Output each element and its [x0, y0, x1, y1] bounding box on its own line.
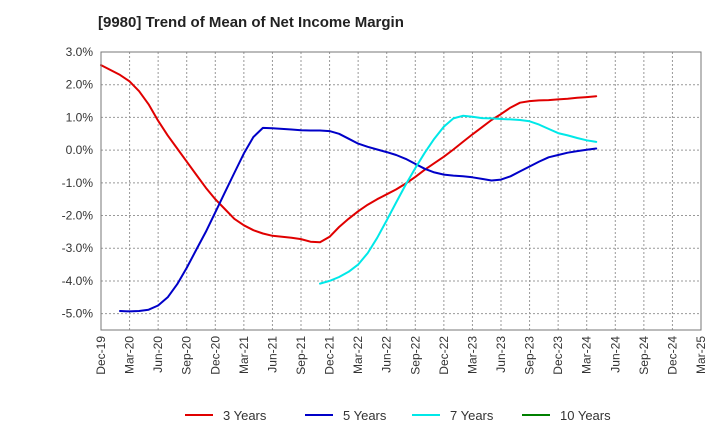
x-tick-label: Dec-23: [551, 336, 565, 375]
y-tick-label: 0.0%: [66, 143, 94, 157]
legend: 3 Years 5 Years 7 Years 10 Years: [185, 408, 611, 423]
plot-frame: [100, 51, 702, 331]
x-tick-label: Sep-20: [180, 336, 194, 375]
y-tick-label: -5.0%: [62, 307, 94, 321]
chart-title: [9980] Trend of Mean of Net Income Margi…: [98, 14, 404, 31]
x-tick-label: Mar-20: [123, 336, 137, 374]
y-tick-label: 1.0%: [66, 110, 94, 124]
x-tick-label: Sep-23: [523, 336, 537, 375]
x-tick-label: Mar-21: [237, 336, 251, 374]
x-tick-label: Dec-19: [94, 336, 108, 375]
y-tick-label: -4.0%: [62, 274, 94, 288]
legend-label: 10 Years: [560, 408, 611, 423]
series-line-3-years: [100, 64, 598, 244]
x-tick-label: Mar-22: [351, 336, 365, 374]
y-tick-label: -1.0%: [62, 176, 94, 190]
legend-label: 7 Years: [450, 408, 494, 423]
x-tick-label: Jun-24: [608, 336, 622, 373]
y-tick-label: 3.0%: [66, 45, 94, 59]
y-tick-label: -3.0%: [62, 241, 94, 255]
x-tick-label: Mar-25: [694, 336, 708, 374]
x-tick-label: Mar-23: [465, 336, 479, 374]
x-tick-label: Dec-21: [323, 336, 337, 375]
x-tick-label: Sep-22: [408, 336, 422, 375]
x-tick-label: Dec-24: [665, 336, 679, 375]
x-tick-label: Dec-22: [437, 336, 451, 375]
x-tick-label: Jun-23: [494, 336, 508, 373]
y-tick-label: -2.0%: [62, 209, 94, 223]
x-tick-label: Sep-21: [294, 336, 308, 375]
x-tick-label: Jun-20: [151, 336, 165, 373]
legend-label: 3 Years: [223, 408, 267, 423]
x-tick-label: Jun-21: [265, 336, 279, 373]
series-lines: [100, 64, 598, 313]
x-tick-label: Sep-24: [637, 336, 651, 375]
legend-label: 5 Years: [343, 408, 387, 423]
y-tick-label: 2.0%: [66, 78, 94, 92]
gridlines: [101, 51, 701, 330]
x-tick-label: Jun-22: [380, 336, 394, 373]
x-axis: Dec-19 Mar-20 Jun-20 Sep-20 Dec-20 Mar-21 Jun-…: [94, 336, 708, 375]
y-axis: 3.0% 2.0% 1.0% 0.0% -1.0% -2.0% -3.0% -4.0% -5.0…: [62, 45, 94, 321]
x-tick-label: Dec-20: [208, 336, 222, 375]
x-tick-label: Mar-24: [580, 336, 594, 374]
series-line-7-years: [319, 114, 598, 285]
series-line-5-years: [119, 126, 598, 313]
